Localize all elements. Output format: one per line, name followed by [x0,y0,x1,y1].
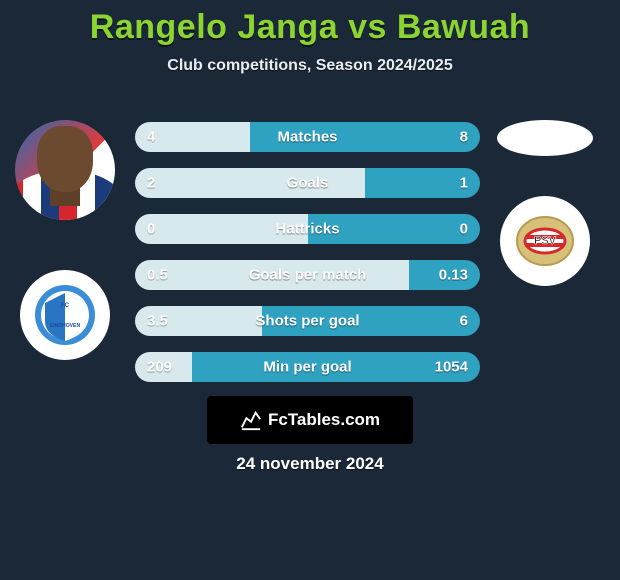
stat-left-value: 209 [147,359,172,376]
right-player-column: PSV [490,120,600,286]
left-club-badge: FC EINDHOVEN [20,270,110,360]
left-player-avatar [15,120,115,220]
stat-row: 00Hattricks [135,214,480,244]
right-club-badge: PSV [500,196,590,286]
svg-text:PSV: PSV [534,235,557,247]
stat-right-value: 1 [460,175,468,192]
stat-row: 2091054Min per goal [135,352,480,382]
stat-left-value: 4 [147,129,155,146]
stat-right-value: 1054 [435,359,468,376]
stat-right-value: 0 [460,221,468,238]
right-player-avatar [497,120,593,156]
psv-icon: PSV [515,211,575,271]
svg-text:EINDHOVEN: EINDHOVEN [50,323,81,329]
fctables-link[interactable]: FcTables.com [207,396,413,444]
svg-text:FC: FC [61,302,70,309]
left-player-column: FC EINDHOVEN [10,120,120,330]
stat-right-value: 8 [460,129,468,146]
stat-left-value: 2 [147,175,155,192]
stat-bar-track [135,260,480,290]
stat-bar-track [135,168,480,198]
stat-right-value: 0.13 [439,267,468,284]
fc-eindhoven-icon: FC EINDHOVEN [33,283,97,347]
stat-left-value: 0.5 [147,267,168,284]
stat-row: 0.50.13Goals per match [135,260,480,290]
stat-left-value: 3.5 [147,313,168,330]
brand-label: FcTables.com [268,410,380,430]
stat-row: 3.56Shots per goal [135,306,480,336]
date-label: 24 november 2024 [0,454,620,474]
comparison-card: Rangelo Janga vs Bawuah Club competition… [0,0,620,580]
stat-bar-track [135,214,480,244]
stat-left-value: 0 [147,221,155,238]
stat-bar-track [135,352,480,382]
stat-row: 48Matches [135,122,480,152]
stat-bar-track [135,122,480,152]
page-title: Rangelo Janga vs Bawuah [0,8,620,47]
chart-icon [240,409,262,431]
stat-bars: 48Matches21Goals00Hattricks0.50.13Goals … [135,122,480,398]
stat-right-value: 6 [460,313,468,330]
stat-row: 21Goals [135,168,480,198]
stat-bar-track [135,306,480,336]
subtitle: Club competitions, Season 2024/2025 [0,57,620,75]
